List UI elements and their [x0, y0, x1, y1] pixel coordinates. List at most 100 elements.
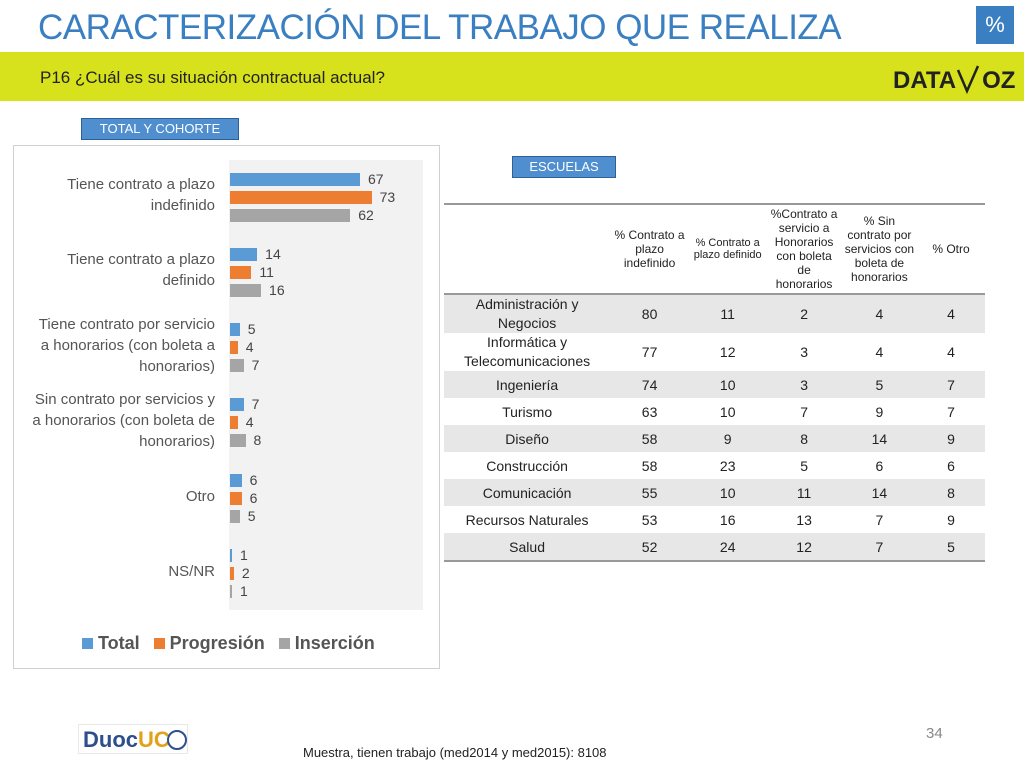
table-row: Construcción 58 23 5 6 6: [444, 452, 985, 479]
bar-total: [230, 549, 232, 562]
legend-item-progresion: Progresión: [153, 633, 265, 654]
plot-area: [229, 160, 423, 610]
category-label-line: honorarios): [139, 432, 215, 450]
duocuc-logo: DuocUC: [78, 724, 188, 754]
schools-table: % Contrato a plazo indefinido % Contrato…: [444, 203, 985, 562]
bar-value-label: 8: [253, 432, 262, 448]
bar-value-label: 16: [269, 282, 285, 298]
page-title: CARACTERIZACIÓN DEL TRABAJO QUE REALIZA: [38, 8, 842, 47]
bar-progresión: [230, 416, 238, 429]
value-cell: 12: [719, 344, 736, 360]
value-cell: 7: [917, 371, 985, 398]
bar-total: [230, 248, 258, 261]
category-label-line: Sin contrato por servicios y: [34, 390, 215, 408]
seal-icon: [167, 730, 187, 750]
school-name-cell: Comunicación: [444, 479, 611, 506]
school-name-cell: Administración y Negocios: [444, 294, 611, 333]
value-cell: 8: [917, 479, 985, 506]
legend-item-total: Total: [82, 633, 140, 654]
category-label-line: Tiene contrato a plazo: [67, 176, 215, 193]
bar-value-label: 5: [247, 321, 256, 337]
value-cell: 58: [610, 425, 689, 452]
tag-escuelas: ESCUELAS: [512, 156, 616, 178]
category-label-line: a honorarios (con boleta a: [40, 336, 215, 354]
category-label: Sin contrato por servicios y a honorarios…: [10, 389, 215, 452]
value-cell: 7: [800, 403, 808, 420]
bar-progresión: [230, 191, 372, 204]
bar-inserción: [230, 434, 246, 447]
category-label-line: honorarios): [139, 357, 215, 375]
bar-value-label: 1: [240, 547, 248, 563]
category-label-line: definido: [162, 272, 215, 289]
table-row: Turismo 63 10 7 9 7: [444, 398, 985, 425]
table-header-otro: % Otro: [917, 203, 985, 295]
category-label: Tiene contrato por servicio a honorarios …: [10, 314, 215, 377]
logo-text-right: OZ: [982, 67, 1016, 94]
category-label: Tiene contrato a plazo definido: [10, 249, 215, 291]
bar-value-label: 2: [241, 565, 250, 581]
legend-swatch-progresion: [153, 638, 165, 649]
percent-badge: %: [976, 6, 1014, 44]
bar-value-label: 6: [249, 490, 258, 506]
value-cell: 14: [841, 479, 918, 506]
value-cell: 6: [947, 457, 955, 474]
page-number: 34: [926, 725, 943, 742]
value-cell: 4: [917, 294, 985, 333]
legend-label-total: Total: [98, 633, 140, 653]
table-header-definido: % Contrato a plazo definido: [688, 203, 767, 295]
bar-value-label: 4: [245, 339, 254, 355]
bar-value-label: 1: [240, 583, 248, 599]
table-row: Salud 52 24 12 7 5: [444, 533, 985, 562]
bar-value-label: 11: [259, 264, 274, 280]
value-cell: 2: [766, 294, 842, 333]
question-band: P16 ¿Cuál es su situación contractual ac…: [0, 52, 1024, 101]
bar-value-label: 6: [249, 472, 258, 488]
bar-value-label: 73: [379, 189, 396, 205]
category-label-line: Tiene contrato por servicio: [38, 315, 215, 333]
datavoz-logo: DATA OZ: [893, 64, 1016, 95]
logo-duoc-text: DuocUC: [83, 727, 170, 752]
value-cell: 13: [796, 511, 812, 528]
value-cell: 53: [641, 511, 658, 528]
value-cell: 11: [766, 479, 842, 506]
table-header-row: % Contrato a plazo indefinido % Contrato…: [444, 203, 985, 295]
value-cell: 14: [841, 425, 918, 452]
value-cell: 16: [719, 511, 736, 528]
table-row: Diseño 58 9 8 14 9: [444, 425, 985, 452]
category-label: NS/NR: [10, 561, 215, 582]
value-cell: 23: [719, 457, 736, 474]
value-cell: 9: [875, 403, 884, 420]
category-label-line: NS/NR: [168, 562, 215, 580]
value-cell: 10: [688, 479, 767, 506]
legend-item-insercion: Inserción: [278, 633, 375, 654]
sample-note: Muestra, tienen trabajo (med2014 y med20…: [303, 745, 607, 760]
table-row: Administración y Negocios 80 11 2 4 4: [444, 294, 985, 333]
bar-value-label: 67: [367, 171, 384, 187]
legend-label-insercion: Inserción: [294, 633, 375, 653]
bar-value-label: 4: [245, 414, 254, 430]
category-label: Tiene contrato a plazo indefinido: [10, 174, 215, 216]
table-row: Recursos Naturales 53 16 13 7 9: [444, 506, 985, 533]
bar-inserción: [230, 510, 240, 523]
value-cell: 12: [766, 533, 842, 562]
value-cell: 7: [875, 511, 884, 528]
value-cell: 10: [719, 403, 736, 420]
value-cell: 9: [688, 425, 767, 452]
value-cell: 7: [841, 533, 918, 562]
legend-swatch-insercion: [278, 638, 290, 649]
table-header-honorarios: %Contrato a servicio a Honorarios con bo…: [766, 203, 842, 295]
value-cell: 58: [641, 457, 658, 474]
category-label-line: Tiene contrato a plazo: [67, 251, 215, 268]
value-cell: 6: [875, 457, 884, 474]
bar-progresión: [230, 341, 238, 354]
legend-swatch-total: [82, 638, 93, 649]
bar-total: [230, 474, 242, 487]
value-cell: 3: [766, 371, 842, 398]
bar-value-label: 5: [247, 508, 256, 524]
table-row: Ingeniería 74 10 3 5 7: [444, 371, 985, 398]
bar-progresión: [230, 266, 252, 279]
tag-total-cohorte: TOTAL Y COHORTE: [81, 118, 239, 140]
value-cell: 5: [841, 371, 918, 398]
value-cell: 77: [641, 344, 658, 360]
value-cell: 55: [610, 479, 689, 506]
